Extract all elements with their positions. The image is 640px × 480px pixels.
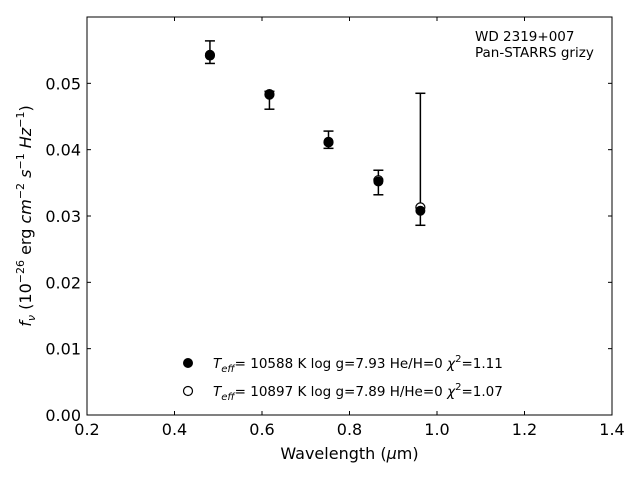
annotation-line-2: Pan-STARRS grizy	[475, 45, 594, 61]
y-tick-label: 0.05	[45, 74, 81, 93]
y-tick-labels: 0.00 0.01 0.02 0.03 0.04 0.05	[45, 74, 81, 425]
tick-marks	[86, 17, 613, 416]
legend: Teff= 10588 K log g=7.93 He/H=0 χ2=1.11 …	[182, 354, 503, 403]
y-tick-label: 0.01	[45, 340, 81, 359]
x-tick-label: 0.8	[337, 420, 362, 439]
y-tick-label: 0.04	[45, 141, 81, 160]
x-tick-label: 1.2	[512, 420, 537, 439]
y-tick-label: 0.00	[45, 406, 81, 425]
legend-label-open: Teff= 10897 K log g=7.89 H/He=0 χ2=1.07	[213, 382, 503, 403]
annotation: WD 2319+007 Pan-STARRS grizy	[475, 29, 594, 61]
x-tick-label: 0.4	[162, 420, 187, 439]
y-axis-title: fν (10−26 erg cm−2 s−1 Hz−1)	[14, 105, 38, 326]
legend-label-filled: Teff= 10588 K log g=7.93 He/H=0 χ2=1.11	[213, 354, 503, 375]
x-tick-label: 1.0	[424, 420, 449, 439]
x-tick-label: 0.2	[74, 420, 99, 439]
y-tick-label: 0.03	[45, 207, 81, 226]
x-tick-labels: 0.2 0.4 0.6 0.8 1.0 1.2 1.4	[74, 420, 624, 439]
x-axis-title: Wavelength (μm)	[280, 444, 418, 463]
x-tick-label: 0.6	[249, 420, 274, 439]
filled-point	[415, 205, 426, 216]
legend-marker-open	[182, 385, 194, 397]
x-tick-label: 1.4	[599, 420, 624, 439]
filled-point	[323, 136, 334, 147]
filled-point	[373, 176, 384, 187]
annotation-line-1: WD 2319+007	[475, 29, 574, 45]
filled-point	[264, 88, 275, 99]
legend-marker-filled	[183, 358, 193, 368]
series-filled-points	[204, 49, 426, 216]
error-bars	[204, 40, 426, 227]
series-open-points	[204, 50, 426, 213]
filled-point	[204, 49, 215, 60]
y-tick-label: 0.02	[45, 273, 81, 292]
